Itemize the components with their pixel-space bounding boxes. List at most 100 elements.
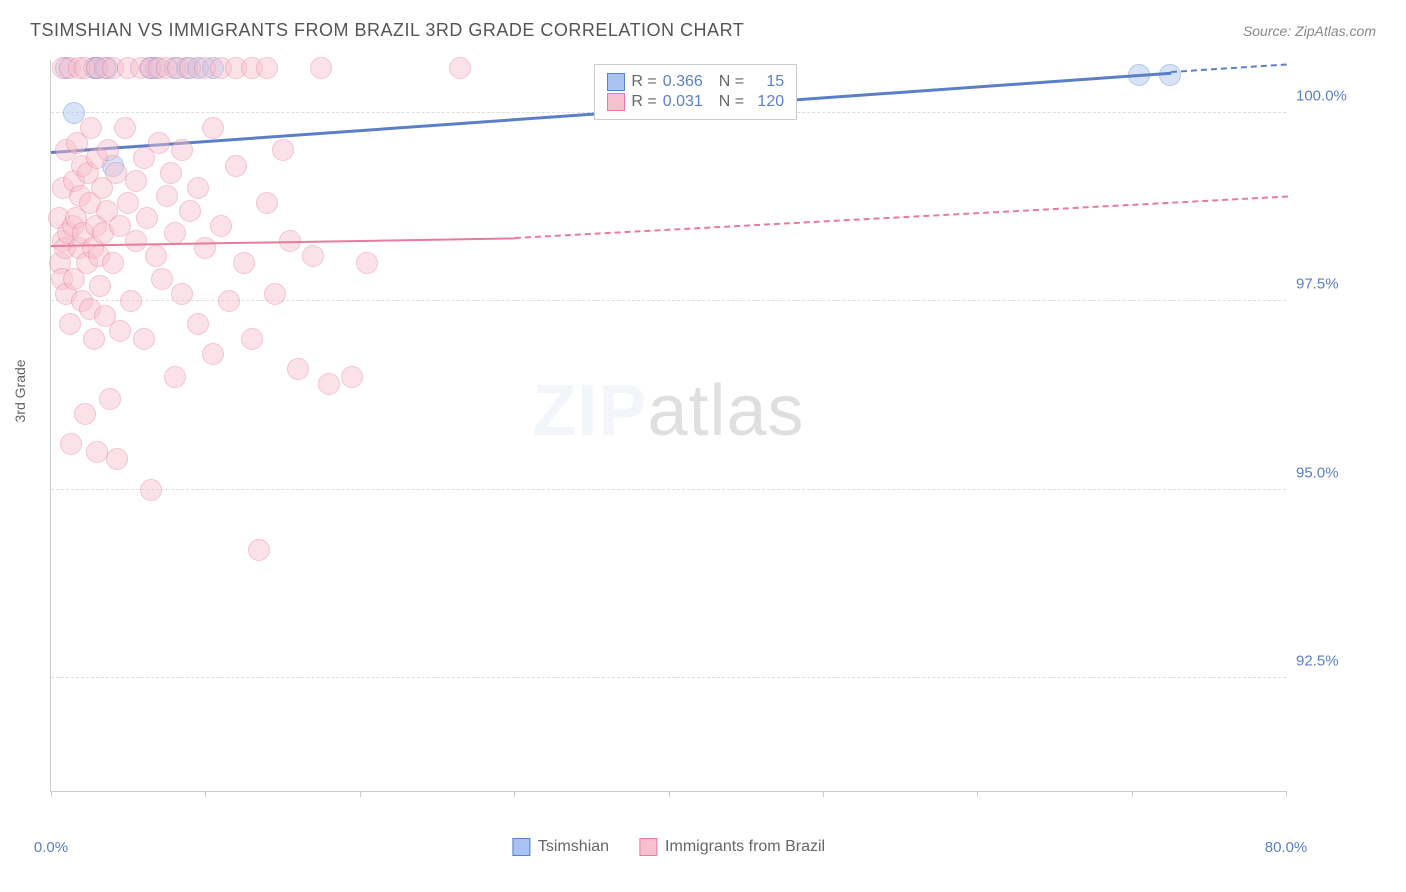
legend-r-label: R = <box>631 93 656 111</box>
series-legend-item: Tsimshian <box>512 838 609 856</box>
series-legend: Tsimshian Immigrants from Brazil <box>512 838 825 856</box>
legend-r-value: 0.366 <box>663 73 703 91</box>
scatter-point <box>194 237 216 259</box>
legend-swatch <box>607 93 625 111</box>
scatter-point <box>160 162 182 184</box>
scatter-point <box>74 403 96 425</box>
x-tick-mark <box>51 791 52 797</box>
watermark-zip: ZIP <box>532 371 647 451</box>
scatter-point <box>202 343 224 365</box>
scatter-point <box>105 162 127 184</box>
scatter-point <box>256 192 278 214</box>
series-legend-label: Immigrants from Brazil <box>665 838 825 856</box>
legend-swatch <box>512 838 530 856</box>
scatter-point <box>125 230 147 252</box>
legend-n-label: N = <box>719 73 744 91</box>
scatter-point <box>1159 64 1181 86</box>
x-tick-mark <box>669 791 670 797</box>
scatter-point <box>83 328 105 350</box>
scatter-point <box>241 328 263 350</box>
gridline <box>51 677 1286 678</box>
scatter-point <box>136 207 158 229</box>
scatter-point <box>97 139 119 161</box>
scatter-point <box>318 373 340 395</box>
scatter-point <box>145 245 167 267</box>
scatter-point <box>248 539 270 561</box>
scatter-point <box>225 155 247 177</box>
scatter-point <box>106 448 128 470</box>
legend-r-value: 0.031 <box>663 93 703 111</box>
scatter-point <box>187 177 209 199</box>
chart-title: TSIMSHIAN VS IMMIGRANTS FROM BRAZIL 3RD … <box>30 20 744 41</box>
scatter-point <box>148 132 170 154</box>
scatter-point <box>164 222 186 244</box>
x-tick-mark <box>823 791 824 797</box>
x-tick-mark <box>514 791 515 797</box>
scatter-point <box>86 441 108 463</box>
scatter-point <box>264 283 286 305</box>
trend-line-dashed <box>1171 64 1287 74</box>
watermark: ZIPatlas <box>532 370 804 452</box>
scatter-point <box>218 290 240 312</box>
scatter-point <box>120 290 142 312</box>
legend-r-label: R = <box>631 73 656 91</box>
legend-n-value: 15 <box>750 73 784 91</box>
scatter-point <box>133 328 155 350</box>
correlation-legend: R = 0.366 N = 15 R = 0.031 N = 120 <box>594 64 797 120</box>
scatter-point <box>114 117 136 139</box>
scatter-point <box>151 268 173 290</box>
legend-n-value: 120 <box>750 93 784 111</box>
y-tick-label: 92.5% <box>1296 652 1366 669</box>
series-legend-label: Tsimshian <box>538 838 609 856</box>
scatter-point <box>187 313 209 335</box>
y-tick-label: 95.0% <box>1296 464 1366 481</box>
legend-row: R = 0.031 N = 120 <box>607 93 784 111</box>
scatter-point <box>60 433 82 455</box>
scatter-point <box>272 139 294 161</box>
scatter-point <box>449 57 471 79</box>
series-legend-item: Immigrants from Brazil <box>639 838 825 856</box>
scatter-point <box>356 252 378 274</box>
scatter-point <box>117 192 139 214</box>
scatter-point <box>171 283 193 305</box>
x-tick-mark <box>1286 791 1287 797</box>
legend-swatch <box>639 838 657 856</box>
scatter-point <box>109 320 131 342</box>
scatter-point <box>302 245 324 267</box>
y-axis-label: 3rd Grade <box>12 359 28 422</box>
scatter-point <box>99 388 121 410</box>
scatter-point <box>256 57 278 79</box>
legend-n-label: N = <box>719 93 744 111</box>
scatter-point <box>171 139 193 161</box>
scatter-point <box>125 170 147 192</box>
y-tick-label: 100.0% <box>1296 87 1366 104</box>
x-tick-mark <box>205 791 206 797</box>
scatter-point <box>80 117 102 139</box>
x-tick-mark <box>360 791 361 797</box>
scatter-point <box>202 117 224 139</box>
legend-row: R = 0.366 N = 15 <box>607 73 784 91</box>
scatter-point <box>287 358 309 380</box>
scatter-point <box>89 275 111 297</box>
scatter-point <box>156 185 178 207</box>
scatter-point <box>102 252 124 274</box>
source-label: Source: ZipAtlas.com <box>1243 23 1376 39</box>
x-tick-label: 80.0% <box>1265 839 1308 856</box>
legend-swatch <box>607 73 625 91</box>
gridline <box>51 489 1286 490</box>
scatter-point <box>341 366 363 388</box>
trend-line-dashed <box>514 196 1287 240</box>
x-tick-label: 0.0% <box>34 839 68 856</box>
scatter-point <box>179 200 201 222</box>
scatter-point <box>59 313 81 335</box>
x-tick-mark <box>1132 791 1133 797</box>
x-tick-mark <box>977 791 978 797</box>
scatter-point <box>233 252 255 274</box>
scatter-point <box>210 215 232 237</box>
y-tick-label: 97.5% <box>1296 276 1366 293</box>
scatter-point <box>164 366 186 388</box>
watermark-atlas: atlas <box>647 371 804 451</box>
chart-area: 3rd Grade ZIPatlas 92.5%95.0%97.5%100.0%… <box>50 60 1376 832</box>
plot-region: ZIPatlas 92.5%95.0%97.5%100.0%0.0%80.0%R… <box>50 60 1286 792</box>
scatter-point <box>310 57 332 79</box>
